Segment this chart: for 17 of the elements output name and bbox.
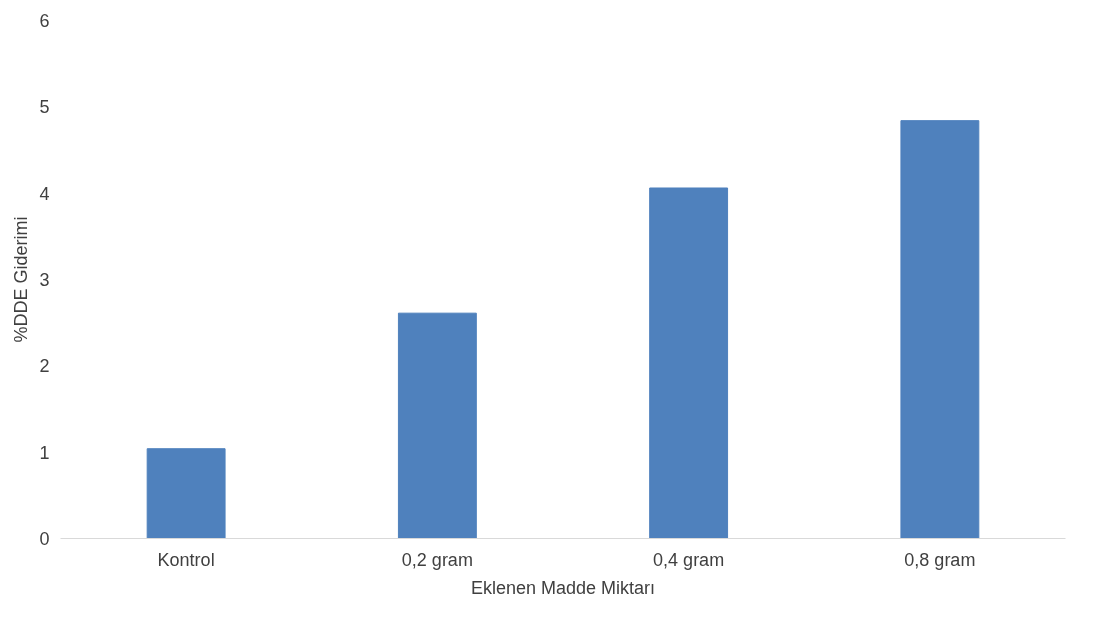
bar [649,187,729,539]
y-axis-title: %DDE Giderimi [11,216,32,343]
y-tick-label: 2 [39,356,50,377]
y-tick-label: 0 [39,529,50,549]
bar [397,312,477,539]
y-tick-label: 3 [39,270,50,290]
y-tick-label: 4 [39,183,50,204]
x-tick-label: 0,2 gram [401,549,473,570]
x-tick-label: 0,8 gram [904,549,976,570]
x-axis-title: Eklenen Madde Miktarı [470,577,656,598]
bar [146,448,226,539]
y-tick-label: 5 [39,97,50,118]
y-tick-label: 6 [39,11,50,31]
x-tick-label: Kontrol [157,549,215,570]
bar [900,120,980,539]
x-tick-label: 0,4 gram [653,549,725,570]
y-tick-label: 1 [39,442,50,463]
